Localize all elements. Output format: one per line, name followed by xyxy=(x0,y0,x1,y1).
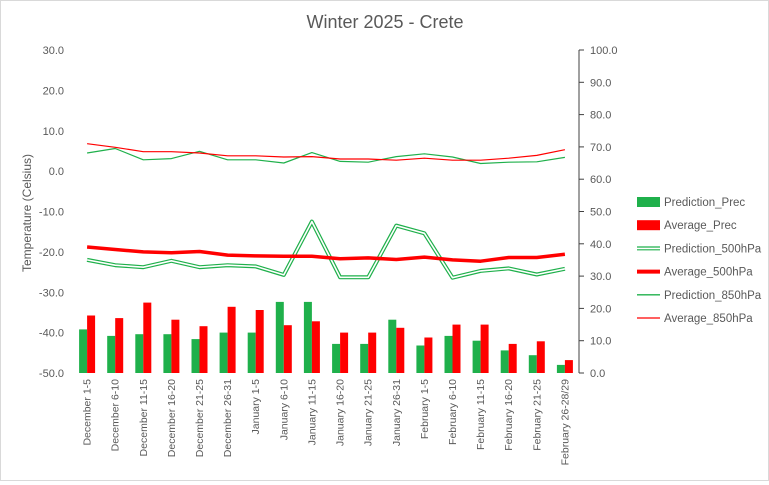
y2-tick-label: 10.0 xyxy=(590,336,611,348)
y2-tick-label: 50.0 xyxy=(590,207,611,219)
bar-average-prec xyxy=(452,324,461,373)
bar-prediction-prec xyxy=(332,343,341,373)
bar-average-prec xyxy=(368,332,377,373)
legend-label-average-850hpa: Average_850hPa xyxy=(664,313,753,325)
bar-prediction-prec xyxy=(388,319,397,373)
legend-swatch-average-prec xyxy=(637,220,660,231)
y-tick-label: 0.0 xyxy=(49,166,64,178)
bar-prediction-prec xyxy=(444,335,453,373)
y2-tick-label: 90.0 xyxy=(590,77,611,89)
x-tick-label: January 6-10 xyxy=(278,379,290,440)
y2-tick-label: 100.0 xyxy=(590,45,618,57)
bar-prediction-prec xyxy=(135,334,144,373)
bar-average-prec xyxy=(536,341,545,373)
bar-prediction-prec xyxy=(360,343,369,373)
bar-average-prec xyxy=(255,310,264,373)
y2-tick-label: 0.0 xyxy=(590,368,605,380)
bar-average-prec xyxy=(143,302,152,373)
y-axis-title: Temperature (Celsius) xyxy=(20,154,34,272)
y-tick-label: 20.0 xyxy=(43,85,64,97)
bar-prediction-prec xyxy=(107,335,116,373)
x-tick-label: January 21-25 xyxy=(363,379,375,446)
bar-prediction-prec xyxy=(163,334,172,373)
bar-average-prec xyxy=(396,327,405,373)
line-prediction-850hpa xyxy=(87,147,565,165)
x-tick-label: February 21-25 xyxy=(531,379,543,451)
bar-prediction-prec xyxy=(191,339,200,373)
x-tick-label: February 26-28/29 xyxy=(559,379,571,466)
bars-layer xyxy=(79,301,573,373)
bar-prediction-prec xyxy=(416,345,425,373)
x-tick-label: December 16-20 xyxy=(166,379,178,457)
bar-prediction-prec xyxy=(247,332,256,373)
y2-tick-label: 70.0 xyxy=(590,142,611,154)
y-tick-label: -40.0 xyxy=(39,328,64,340)
y-tick-label: -10.0 xyxy=(39,207,64,219)
x-tick-label: December 6-10 xyxy=(110,379,122,452)
bar-prediction-prec xyxy=(528,355,537,373)
line-prediction-500hpa-inner xyxy=(86,220,566,279)
y2-tick-label: 40.0 xyxy=(590,239,611,251)
bar-prediction-prec xyxy=(500,350,509,373)
line-average-500hpa xyxy=(86,245,566,263)
y-tick-label: -50.0 xyxy=(39,368,64,380)
legend: Prediction_Prec Average_Prec Prediction_50… xyxy=(637,197,762,325)
chart-title: Winter 2025 - Crete xyxy=(306,12,463,32)
legend-label-prediction-850hpa: Prediction_850hPa xyxy=(664,290,762,302)
bar-average-prec xyxy=(564,360,573,373)
y-tick-label: -20.0 xyxy=(39,247,64,259)
bar-average-prec xyxy=(424,337,433,373)
x-tick-label: February 6-10 xyxy=(447,379,459,445)
x-tick-label: February 1-5 xyxy=(419,379,431,439)
y-tick-label: 30.0 xyxy=(43,45,64,57)
bar-average-prec xyxy=(311,321,320,373)
bar-average-prec xyxy=(480,324,489,373)
y-tick-label: 10.0 xyxy=(43,126,64,138)
legend-swatch-prediction-prec xyxy=(637,197,660,207)
x-tick-label: February 16-20 xyxy=(503,379,515,451)
bar-average-prec xyxy=(340,332,349,373)
y2-tick-label: 30.0 xyxy=(590,271,611,283)
bar-average-prec xyxy=(87,315,96,373)
line-average-850hpa xyxy=(87,143,566,161)
bar-prediction-prec xyxy=(472,340,481,373)
x-tick-label: January 11-15 xyxy=(306,379,318,446)
x-tick-label: January 16-20 xyxy=(335,379,347,446)
bar-average-prec xyxy=(171,319,180,373)
x-tick-label: December 21-25 xyxy=(194,379,206,457)
bar-prediction-prec xyxy=(79,329,88,373)
x-tick-label: February 11-15 xyxy=(475,379,487,450)
bar-prediction-prec xyxy=(303,301,312,373)
bar-average-prec xyxy=(199,326,208,373)
y2-tick-label: 80.0 xyxy=(590,110,611,122)
ticks-layer: -50.0 -40.0 -30.0 -20.0 -10.0 0.0 10.0 20.0 30.0… xyxy=(39,45,618,465)
x-tick-label: December 11-15 xyxy=(138,379,150,457)
legend-label-average-500hpa: Average_500hPa xyxy=(664,267,753,279)
y2-tick-label: 20.0 xyxy=(590,303,611,315)
x-tick-label: December 1-5 xyxy=(82,379,94,446)
legend-label-prediction-500hpa: Prediction_500hPa xyxy=(664,243,762,255)
x-tick-label: January 26-31 xyxy=(391,379,403,446)
bar-prediction-prec xyxy=(275,301,284,373)
bar-average-prec xyxy=(508,343,517,373)
lines-layer xyxy=(86,143,566,280)
bar-average-prec xyxy=(227,306,236,373)
y2-tick-label: 60.0 xyxy=(590,174,611,186)
bar-average-prec xyxy=(283,325,292,373)
bar-prediction-prec xyxy=(219,332,228,373)
legend-label-average-prec: Average_Prec xyxy=(664,220,737,232)
y-tick-label: -30.0 xyxy=(39,287,64,299)
x-tick-label: January 1-5 xyxy=(250,379,262,435)
bar-average-prec xyxy=(115,318,124,373)
x-tick-label: December 26-31 xyxy=(222,379,234,457)
bar-prediction-prec xyxy=(556,364,565,373)
legend-label-prediction-prec: Prediction_Prec xyxy=(664,197,745,209)
